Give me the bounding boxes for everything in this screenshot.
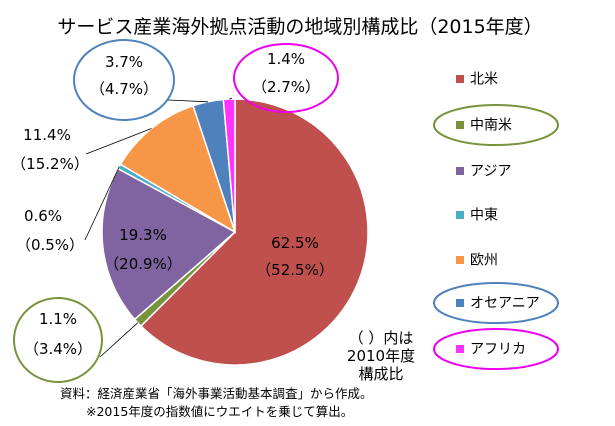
leader-line-latin-america — [99, 322, 139, 358]
data-label-2015-asia: 19.3% — [119, 226, 167, 244]
legend-label-latin-america: 中南米 — [470, 118, 512, 134]
data-label-2010-latin-america: （3.4%） — [24, 340, 92, 358]
data-label-2015-europe: 11.4% — [23, 126, 71, 144]
data-label-2010-africa: （2.7%） — [252, 78, 320, 96]
legend-label-north-america: 北米 — [470, 72, 498, 88]
legend-label-europe: 欧州 — [470, 253, 498, 269]
legend-swatch-latin-america — [456, 121, 464, 129]
data-label-2015-latin-america: 1.1% — [39, 310, 77, 328]
annotation-line-2: 2010年度 — [347, 347, 415, 365]
data-label-2015-middle-east: 0.6% — [24, 207, 62, 225]
legend-swatch-africa — [456, 345, 464, 353]
legend-swatch-north-america — [456, 75, 464, 83]
highlight-oval-latin-america — [13, 297, 103, 383]
legend-swatch-asia — [456, 167, 464, 175]
legend-highlight-oceania — [433, 282, 559, 324]
pie-slice-north-america — [139, 98, 369, 366]
highlight-oval-oceania — [73, 39, 175, 121]
data-label-2010-north-america: （52.5%） — [256, 261, 334, 279]
pie-slice-africa — [222, 98, 236, 233]
leader-line-oceania — [167, 99, 209, 103]
highlight-oval-africa — [233, 43, 339, 113]
method-note: ※2015年度の指数値にウエイトを乗じて算出。 — [86, 404, 353, 419]
legend-label-africa: アフリカ — [470, 342, 526, 358]
data-label-2010-oceania: （4.7%） — [90, 80, 158, 98]
data-label-2010-europe: （15.2%） — [11, 155, 89, 173]
pie-slice-europe — [119, 104, 237, 234]
legend-swatch-oceania — [456, 299, 464, 307]
leader-line-europe — [85, 128, 152, 155]
data-label-2015-oceania: 3.7% — [105, 53, 143, 71]
data-label-2015-north-america: 62.5% — [271, 234, 319, 252]
leader-line-africa — [229, 97, 233, 100]
source-note: 資料：経済産業省「海外事業活動基本調査」から作成。 — [60, 386, 373, 401]
legend-label-asia: アジア — [470, 164, 511, 180]
annotation-line-3: 構成比 — [358, 365, 403, 383]
legend-label-middle-east: 中東 — [470, 208, 498, 224]
legend-highlight-latin-america — [433, 104, 559, 146]
leader-line-middle-east — [84, 166, 120, 241]
data-label-2010-asia: （20.9%） — [104, 255, 182, 273]
annotation-line-1: （ ）内は — [349, 329, 414, 347]
data-label-2010-middle-east: （0.5%） — [16, 236, 84, 254]
legend-label-oceania: オセアニア — [470, 296, 540, 312]
data-label-2015-africa: 1.4% — [267, 50, 305, 68]
legend-highlight-africa — [433, 328, 559, 370]
legend-swatch-europe — [456, 256, 464, 264]
chart-title: サービス産業海外拠点活動の地域別構成比（2015年度） — [57, 16, 542, 38]
legend-swatch-middle-east — [456, 211, 464, 219]
